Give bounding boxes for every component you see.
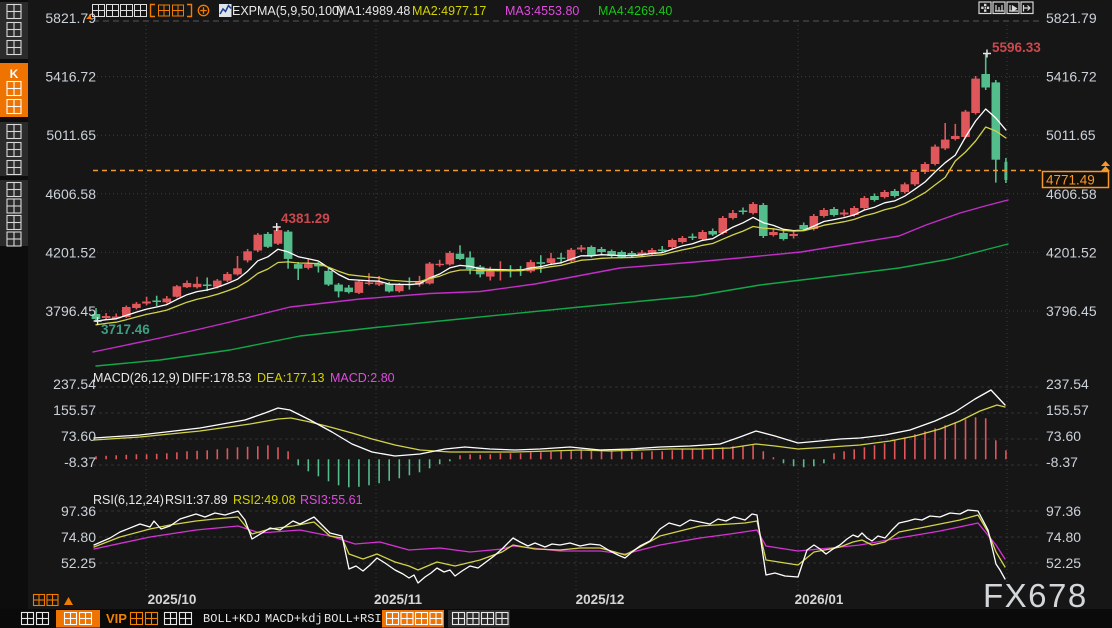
svg-text:4606.58: 4606.58 — [45, 186, 96, 202]
svg-text:MACD(26,12,9): MACD(26,12,9) — [93, 371, 180, 385]
svg-text:5416.72: 5416.72 — [45, 69, 96, 85]
svg-text:74.80: 74.80 — [61, 529, 96, 545]
svg-text:2026/01: 2026/01 — [795, 592, 844, 607]
svg-text:2025/12: 2025/12 — [576, 592, 625, 607]
svg-text:4201.52: 4201.52 — [1046, 244, 1097, 260]
svg-text:52.25: 52.25 — [1046, 555, 1081, 571]
svg-text:VIP: VIP — [106, 611, 127, 626]
svg-text:MACD+kdj: MACD+kdj — [265, 612, 323, 626]
svg-text:MACD:2.80: MACD:2.80 — [330, 371, 395, 385]
svg-text:-8.37: -8.37 — [64, 454, 96, 470]
svg-text:237.54: 237.54 — [1046, 376, 1089, 392]
svg-text:-8.37: -8.37 — [1046, 454, 1078, 470]
svg-text:EXPMA(5,9,50,100): EXPMA(5,9,50,100) — [232, 4, 343, 18]
svg-text:RSI3:55.61: RSI3:55.61 — [300, 493, 363, 507]
svg-text:4771.49: 4771.49 — [1046, 173, 1095, 188]
svg-text:4201.52: 4201.52 — [45, 244, 96, 260]
svg-text:155.57: 155.57 — [53, 402, 96, 418]
svg-text:K: K — [10, 67, 19, 81]
svg-text:52.25: 52.25 — [61, 555, 96, 571]
svg-text:73.60: 73.60 — [61, 428, 96, 444]
svg-text:BOLL+RSI: BOLL+RSI — [324, 612, 382, 626]
svg-text:BOLL+KDJ: BOLL+KDJ — [203, 612, 261, 626]
svg-text:4381.29: 4381.29 — [281, 211, 330, 226]
svg-text:3717.46: 3717.46 — [101, 322, 150, 337]
svg-text:MA3:4553.80: MA3:4553.80 — [505, 4, 579, 18]
svg-text:74.80: 74.80 — [1046, 529, 1081, 545]
svg-text:97.36: 97.36 — [1046, 503, 1081, 519]
svg-text:5011.65: 5011.65 — [46, 127, 96, 143]
svg-text:3796.45: 3796.45 — [1046, 303, 1097, 319]
svg-text:5821.79: 5821.79 — [45, 10, 96, 26]
svg-text:MA2:4977.17: MA2:4977.17 — [412, 4, 486, 18]
svg-text:MA4:4269.40: MA4:4269.40 — [598, 4, 672, 18]
svg-text:3796.45: 3796.45 — [45, 303, 96, 319]
svg-text:RSI(6,12,24): RSI(6,12,24) — [93, 493, 164, 507]
svg-text:73.60: 73.60 — [1046, 428, 1081, 444]
svg-text:5596.33: 5596.33 — [992, 40, 1041, 55]
svg-text:2025/10: 2025/10 — [148, 592, 197, 607]
svg-text:237.54: 237.54 — [53, 376, 96, 392]
svg-text:4606.58: 4606.58 — [1046, 186, 1097, 202]
svg-text:5011.65: 5011.65 — [1046, 127, 1096, 143]
svg-text:5416.72: 5416.72 — [1046, 69, 1097, 85]
svg-text:DEA:177.13: DEA:177.13 — [257, 371, 324, 385]
svg-text:DIFF:178.53: DIFF:178.53 — [182, 371, 252, 385]
svg-text:FX678: FX678 — [983, 577, 1088, 614]
svg-text:MA1:4989.48: MA1:4989.48 — [336, 4, 410, 18]
svg-text:5821.79: 5821.79 — [1046, 10, 1097, 26]
svg-text:RSI1:37.89: RSI1:37.89 — [165, 493, 228, 507]
svg-text:155.57: 155.57 — [1046, 402, 1089, 418]
svg-text:97.36: 97.36 — [61, 503, 96, 519]
svg-text:RSI2:49.08: RSI2:49.08 — [233, 493, 296, 507]
svg-text:2025/11: 2025/11 — [374, 592, 423, 607]
